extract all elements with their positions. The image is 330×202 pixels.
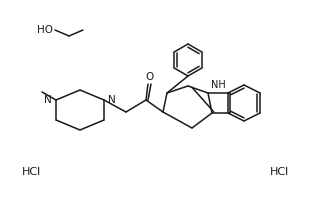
Text: N: N [44, 95, 52, 105]
Text: HO: HO [37, 25, 53, 35]
Text: HCl: HCl [270, 167, 289, 177]
Text: N: N [108, 95, 116, 105]
Text: O: O [146, 72, 154, 82]
Text: HCl: HCl [22, 167, 41, 177]
Text: NH: NH [211, 80, 226, 90]
